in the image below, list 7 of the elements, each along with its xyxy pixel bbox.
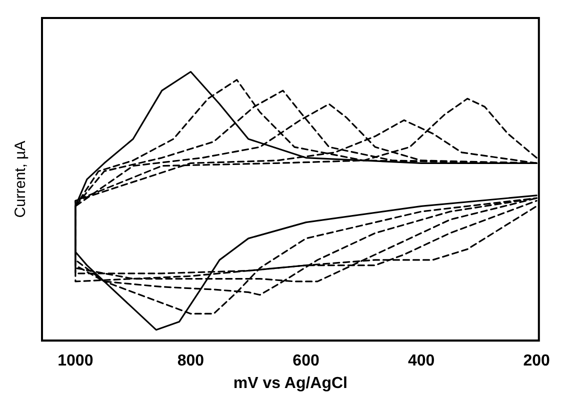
x-tick-label: 1000 [58, 352, 94, 370]
x-tick-label: 800 [177, 352, 204, 370]
y-axis-title: Current, µA [12, 140, 30, 218]
x-tick-label: 400 [408, 352, 435, 370]
x-tick-label: 600 [292, 352, 320, 370]
x-axis-title: mV vs Ag/AgCl [233, 374, 348, 392]
x-tick-label: 200 [523, 352, 550, 370]
